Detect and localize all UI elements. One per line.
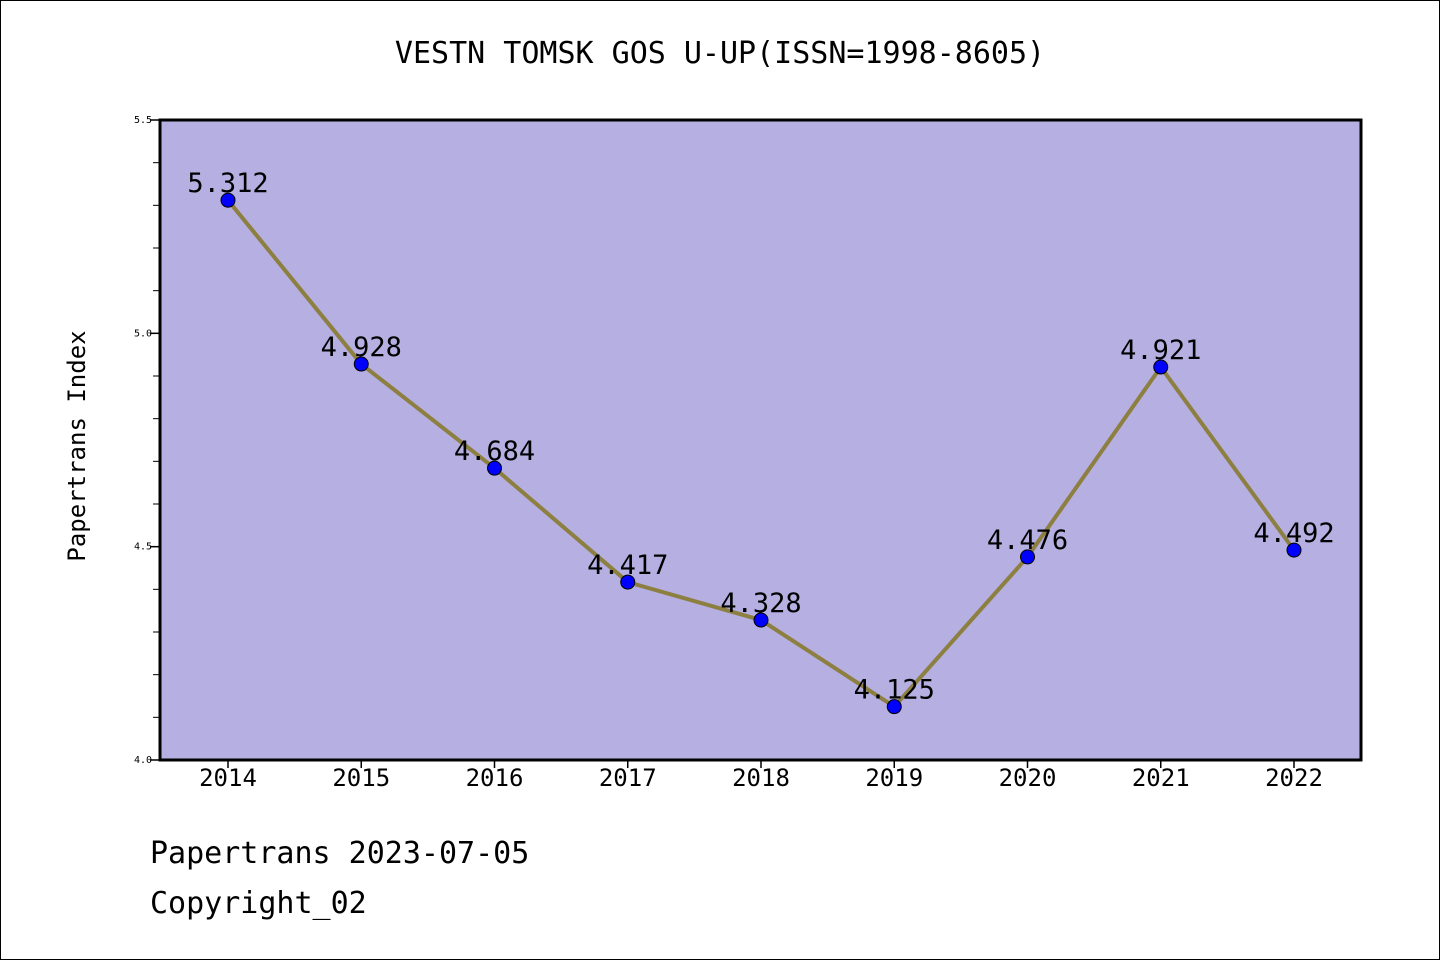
data-point	[886, 699, 902, 715]
x-tick-label: 2021	[1132, 764, 1190, 792]
plot-area	[158, 118, 1363, 762]
data-label: 4.476	[987, 525, 1068, 556]
x-tick-label: 2018	[732, 764, 790, 792]
data-point	[753, 612, 769, 628]
data-label: 4.328	[720, 588, 801, 619]
data-point	[1153, 359, 1169, 375]
x-tick-label: 2017	[599, 764, 657, 792]
data-point	[620, 574, 636, 590]
y-tick-label: 5.0	[134, 328, 152, 339]
chart-title: VESTN TOMSK GOS U-UP(ISSN=1998-8605)	[394, 36, 1046, 71]
data-point	[487, 460, 502, 476]
x-tick-label: 2020	[999, 764, 1057, 792]
x-tick-label: 2022	[1265, 764, 1323, 792]
data-label: 4.492	[1253, 518, 1334, 549]
y-tick-label: 5.5	[134, 115, 152, 126]
data-label: 5.312	[187, 168, 268, 199]
x-tick-label: 2014	[199, 764, 257, 792]
data-point	[220, 192, 236, 208]
y-axis: 4.0 4.5 5.0 5.5	[134, 115, 160, 766]
data-label: 4.928	[321, 332, 402, 363]
data-label: 4.417	[587, 550, 668, 581]
data-point	[1020, 549, 1035, 565]
data-label: 4.684	[454, 436, 535, 467]
data-label: 4.921	[1120, 335, 1201, 366]
series-group: 5.312 4.928 4.684 4.417 4.328 4.125 4.476 4.921…	[187, 168, 1335, 715]
data-label: 4.125	[854, 675, 935, 706]
footer-date: Papertrans 2023-07-05	[150, 836, 530, 871]
x-tick-label: 2019	[865, 764, 923, 792]
data-point	[353, 356, 369, 372]
y-tick-label: 4.5	[134, 542, 152, 553]
y-axis-label: Papertrans Index	[63, 330, 91, 561]
data-point	[1286, 542, 1302, 558]
x-axis: 2014 2015 2016 2017 2018 2019 2020 2021 2022	[199, 760, 1323, 792]
footer-copyright: Copyright_02	[150, 886, 367, 921]
y-tick-label: 4.0	[134, 755, 152, 766]
x-tick-label: 2015	[332, 764, 390, 792]
x-tick-label: 2016	[466, 764, 524, 792]
